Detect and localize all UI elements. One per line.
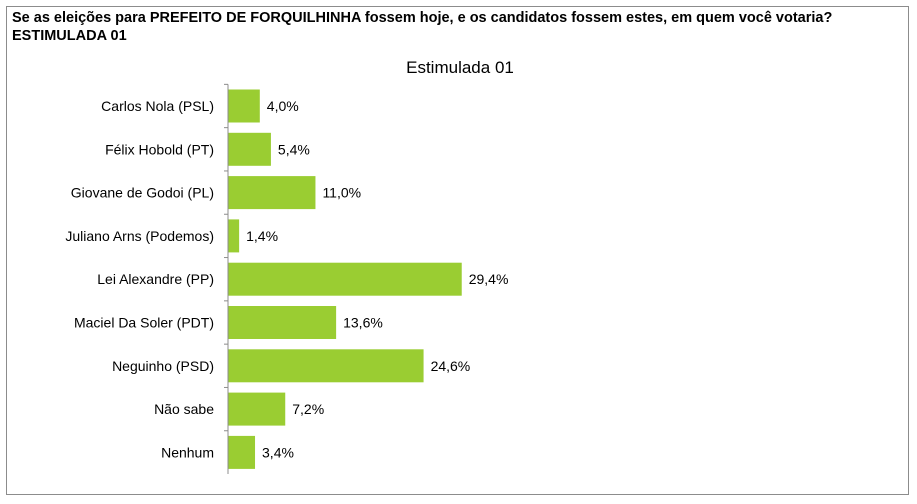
value-label: 7,2% [292, 401, 324, 417]
category-label: Carlos Nola (PSL) [101, 98, 214, 114]
bar [228, 392, 286, 426]
bar [228, 89, 260, 123]
category-label: Juliano Arns (Podemos) [65, 228, 214, 244]
bar [228, 349, 424, 383]
bar [228, 435, 256, 469]
chart-frame [6, 6, 909, 495]
question-text: Se as eleições para PREFEITO DE FORQUILH… [12, 10, 833, 44]
chart-title: Estimulada 01 [406, 58, 514, 77]
category-label: Lei Alexandre (PP) [97, 271, 214, 287]
value-label: 5,4% [278, 141, 310, 157]
value-label: 1,4% [246, 228, 278, 244]
category-label: Maciel Da Soler (PDT) [74, 315, 214, 331]
bar [228, 176, 316, 210]
value-label: 4,0% [267, 98, 299, 114]
value-label: 11,0% [322, 185, 361, 201]
category-label: Félix Hobold (PT) [105, 141, 214, 157]
category-label: Neguinho (PSD) [112, 358, 214, 374]
bar [228, 262, 462, 296]
value-label: 24,6% [431, 358, 471, 374]
bar [228, 219, 240, 253]
value-label: 13,6% [343, 315, 383, 331]
bar [228, 132, 271, 166]
category-label: Giovane de Godoi (PL) [71, 185, 214, 201]
category-label: Nenhum [161, 444, 214, 460]
value-label: 3,4% [262, 444, 294, 460]
bar [228, 306, 337, 339]
category-label: Não sabe [154, 401, 214, 417]
value-label: 29,4% [469, 271, 509, 287]
